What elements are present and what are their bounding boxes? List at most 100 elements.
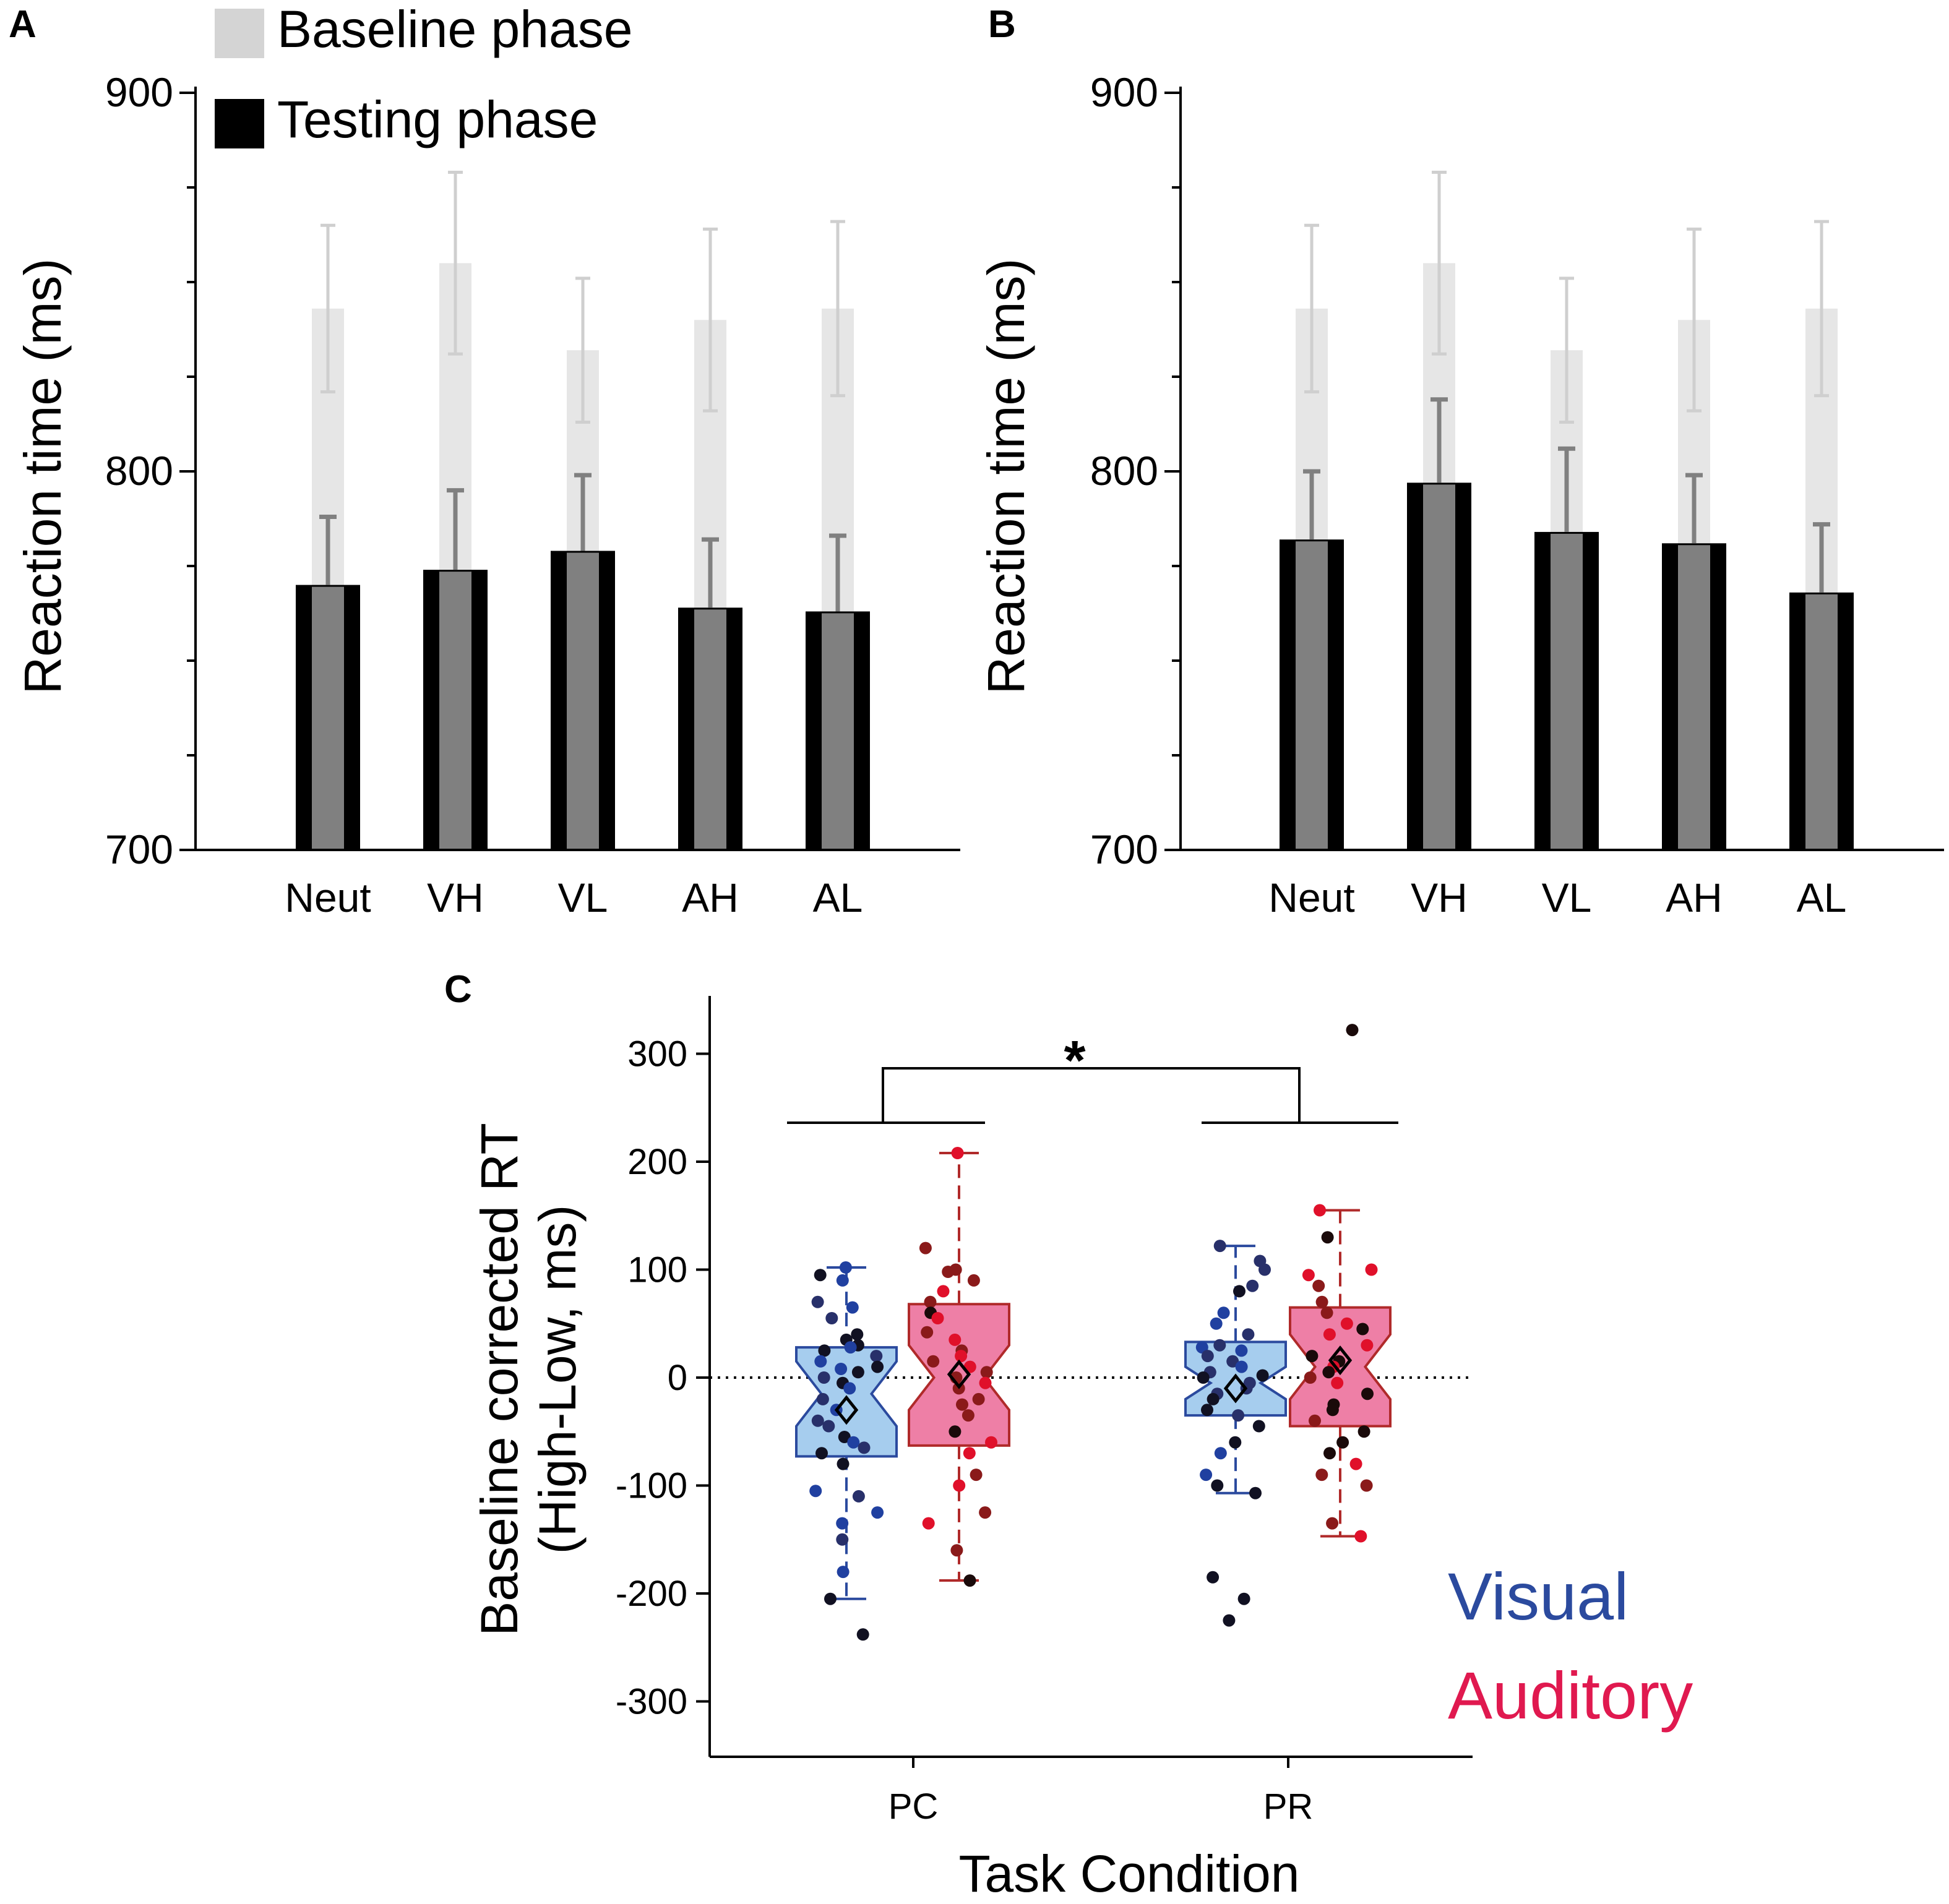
data-point-pr-auditory <box>1340 1317 1353 1330</box>
data-point-pc-visual <box>839 1261 852 1274</box>
x-tick-label-ah: AH <box>1666 875 1723 920</box>
data-point-pc-auditory <box>955 1350 968 1363</box>
axes-b: Neut VH VL AH AL 700 800 900 <box>1090 69 1944 920</box>
x-tick-label-neut: Neut <box>1268 875 1354 920</box>
data-point-pr-auditory <box>1306 1350 1319 1363</box>
x-tick-label-ah: AH <box>682 875 739 920</box>
data-point-pr-visual <box>1214 1447 1227 1460</box>
data-point-pr-auditory <box>1326 1404 1339 1417</box>
data-point-pr-auditory <box>1315 1295 1328 1308</box>
data-point-pc-auditory <box>921 1326 934 1339</box>
data-point-pr-visual <box>1246 1279 1259 1292</box>
data-point-pr-visual <box>1256 1369 1269 1382</box>
data-point-pc-visual <box>809 1485 822 1498</box>
data-point-pr-auditory <box>1356 1323 1369 1336</box>
y-tick-label-700: 700 <box>1090 826 1158 872</box>
data-point-pr-visual <box>1249 1486 1262 1499</box>
data-point-pr-auditory <box>1326 1517 1339 1530</box>
data-point-pr-visual <box>1226 1355 1239 1368</box>
data-point-pc-visual <box>837 1566 850 1579</box>
data-point-pc-visual <box>825 1312 838 1324</box>
data-point-pc-visual <box>818 1344 831 1357</box>
data-point-pr-visual <box>1232 1409 1245 1422</box>
data-point-pc-visual <box>871 1360 884 1373</box>
data-point-pc-visual <box>851 1328 864 1341</box>
data-point-pc-visual <box>835 1363 848 1375</box>
data-point-pr-visual <box>1235 1360 1248 1373</box>
data-point-pc-visual <box>844 1341 857 1354</box>
data-point-pc-auditory <box>967 1274 980 1287</box>
data-point-pr-visual <box>1242 1328 1255 1341</box>
data-point-pr-visual <box>1235 1344 1248 1357</box>
y-axis-title-c-line1: Baseline corrected RT <box>470 1123 528 1636</box>
data-point-pc-visual <box>838 1431 851 1443</box>
testing-bar-inner-al <box>822 613 854 850</box>
data-point-pr-auditory <box>1365 1263 1378 1276</box>
data-point-pc-auditory <box>970 1469 983 1482</box>
data-point-pr-auditory <box>1336 1436 1349 1449</box>
data-point-pc-auditory <box>927 1355 940 1368</box>
data-point-pr-auditory <box>1357 1425 1370 1438</box>
x-tick-label-vh: VH <box>427 875 484 920</box>
x-tick-label-pc: PC <box>888 1786 939 1827</box>
testing-bar-inner-vh <box>1423 484 1455 850</box>
data-point-pr-auditory <box>1331 1376 1344 1389</box>
phase-legend: Baseline phase Testing phase <box>215 0 632 148</box>
data-point-pc-auditory <box>924 1295 937 1308</box>
data-point-pc-auditory <box>953 1479 966 1492</box>
data-point-pr-auditory <box>1302 1269 1315 1282</box>
y-tick-label--100: -100 <box>616 1466 687 1506</box>
panel-a: A Baseline phase Testing phase Neut VH VL A… <box>9 0 960 920</box>
legend-label-baseline: Baseline phase <box>277 0 632 58</box>
data-point-pc-visual <box>871 1506 884 1519</box>
data-point-pr-visual <box>1200 1469 1213 1482</box>
data-point-pr-auditory <box>1320 1306 1333 1319</box>
y-tick-label-800: 800 <box>105 448 173 494</box>
testing-bar-inner-vh <box>439 572 471 850</box>
legend-label-testing: Testing phase <box>277 90 598 148</box>
data-point-pr-auditory <box>1323 1447 1336 1460</box>
data-point-pc-visual <box>836 1533 849 1546</box>
data-point-pr-auditory <box>1321 1231 1334 1244</box>
data-point-pc-auditory <box>949 1333 962 1346</box>
data-point-pr-visual <box>1197 1371 1210 1384</box>
data-point-pr-auditory <box>1346 1024 1359 1037</box>
data-point-pc-auditory <box>919 1241 932 1254</box>
data-point-pc-visual <box>870 1350 883 1363</box>
data-point-pr-auditory <box>1360 1479 1373 1492</box>
testing-bar-inner-ah <box>1678 545 1710 850</box>
data-point-pc-auditory <box>979 1376 992 1389</box>
data-point-pc-visual <box>814 1355 827 1368</box>
y-tick-label-900: 900 <box>105 69 173 115</box>
data-point-pc-visual <box>811 1414 824 1427</box>
testing-bar-inner-vl <box>567 552 599 850</box>
data-point-pc-visual <box>817 1371 830 1384</box>
data-point-pr-visual <box>1258 1263 1271 1276</box>
x-tick-label-al: AL <box>1797 875 1847 920</box>
data-point-pr-auditory <box>1361 1387 1374 1400</box>
data-point-pr-auditory <box>1323 1328 1336 1341</box>
data-point-pr-auditory <box>1354 1530 1367 1543</box>
data-point-pr-auditory <box>1309 1414 1321 1427</box>
legend-label-visual: Visual <box>1448 1559 1628 1634</box>
bars-a <box>296 171 870 851</box>
testing-bar-inner-ah <box>694 609 726 850</box>
data-point-pc-auditory <box>980 1366 993 1379</box>
data-point-pc-visual <box>837 1457 850 1470</box>
data-point-pr-visual <box>1223 1614 1236 1627</box>
data-point-pc-visual <box>814 1269 827 1282</box>
data-point-pc-auditory <box>949 1425 962 1438</box>
y-axis-title-b: Reaction time (ms) <box>977 259 1035 695</box>
data-point-pc-visual <box>816 1392 829 1405</box>
data-point-pc-visual <box>856 1628 869 1641</box>
data-point-pr-visual <box>1207 1392 1220 1405</box>
data-point-pr-visual <box>1233 1285 1246 1298</box>
data-point-pc-auditory <box>979 1506 992 1519</box>
testing-bar-inner-vl <box>1551 533 1583 850</box>
panel-c: C -300 -200 -100 0 100 200 300 PC PR * Baseline … <box>444 968 1693 1903</box>
data-point-pr-visual <box>1207 1571 1220 1584</box>
bars-b <box>1280 171 1854 851</box>
data-point-pc-visual <box>847 1436 860 1449</box>
mean-marker-pr-auditory <box>1328 1345 1353 1376</box>
